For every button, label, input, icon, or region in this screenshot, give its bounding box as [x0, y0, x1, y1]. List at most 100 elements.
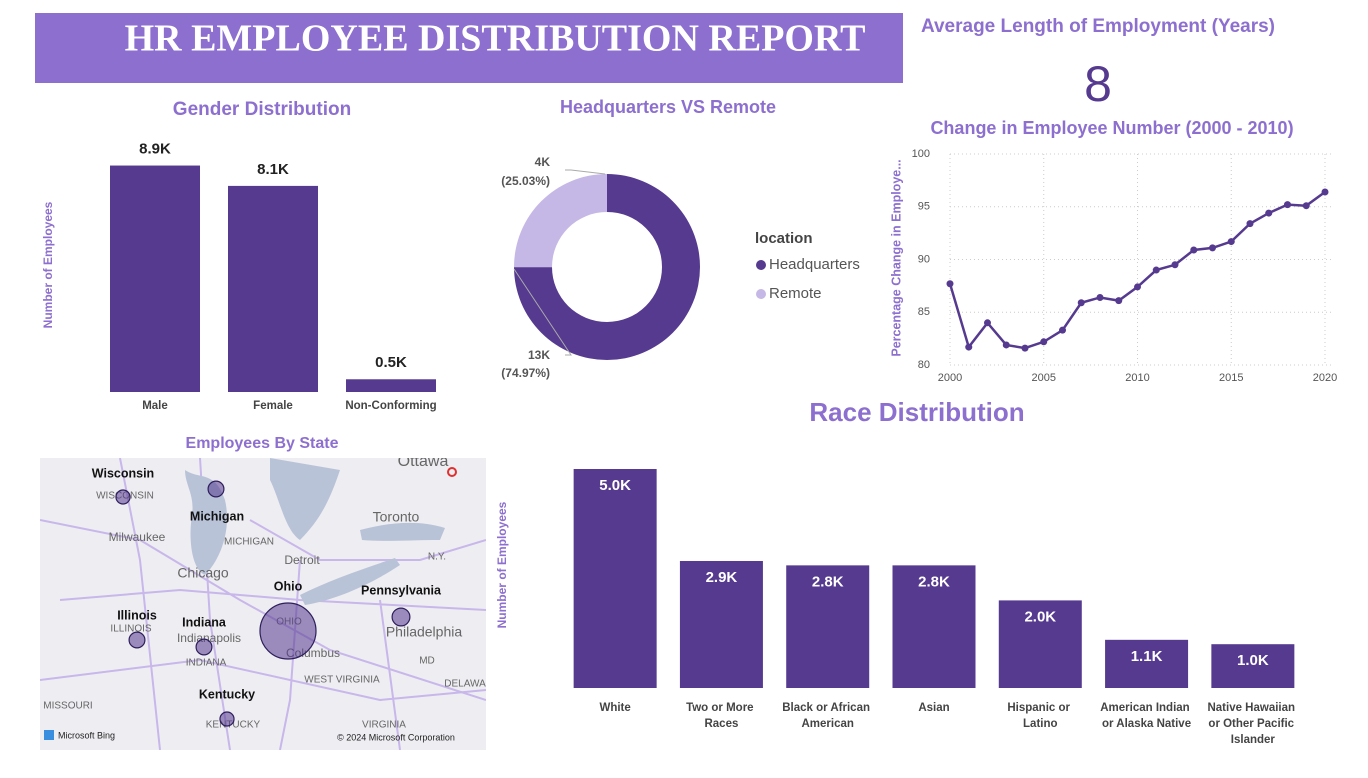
chart-title: Headquarters VS Remote — [560, 97, 776, 117]
chart-title: Gender Distribution — [173, 99, 351, 120]
title-banner — [35, 13, 903, 83]
line-marker — [1040, 338, 1048, 346]
place-label: INDIANA — [186, 658, 227, 669]
data-label: 0.5K — [375, 354, 407, 371]
bar — [1105, 639, 1189, 688]
line-marker — [1284, 201, 1291, 209]
x-tick-label: 2005 — [1032, 372, 1056, 384]
report-title: HR EMPLOYEE DISTRIBUTION REPORT — [125, 18, 866, 60]
state-bubble — [207, 480, 225, 498]
y-axis-label: Number of Employees — [495, 501, 509, 628]
place-label: VIRGINIA — [362, 720, 406, 731]
donut-slice — [514, 173, 607, 268]
place-label: Chicago — [177, 565, 229, 581]
line-marker — [1302, 202, 1310, 210]
state-bubble — [115, 489, 131, 505]
place-label: Ottawa — [398, 453, 449, 470]
line-marker — [1171, 261, 1179, 269]
attribution: Microsoft Bing — [58, 730, 115, 740]
line-marker — [1227, 238, 1235, 246]
y-tick-label: 95 — [918, 201, 930, 213]
line-marker — [1002, 341, 1010, 349]
x-tick-label: 2015 — [1219, 372, 1243, 384]
x-tick-label: Female — [253, 400, 293, 412]
bar — [998, 600, 1082, 688]
state-bubble — [391, 607, 411, 627]
bar — [573, 469, 657, 688]
data-label: 1.1K — [1131, 648, 1163, 665]
x-tick-label: White — [599, 702, 630, 714]
x-tick-label: 2020 — [1313, 372, 1337, 384]
x-tick-label: 2000 — [938, 372, 962, 384]
donut-slice — [514, 174, 700, 360]
line-marker — [1096, 293, 1104, 301]
place-label: MISSOURI — [43, 701, 92, 712]
x-tick-label: Asian — [918, 702, 949, 714]
place-label: DELAWA — [444, 679, 486, 690]
line-marker — [1246, 220, 1254, 228]
y-tick-label: 90 — [918, 253, 930, 265]
bing-logo — [44, 730, 54, 740]
line-marker — [984, 319, 991, 327]
place-label: Detroit — [284, 553, 320, 567]
line-marker — [1021, 344, 1029, 352]
kpi-title: Average Length of Employment (Years) — [921, 16, 1275, 37]
data-label: 2.8K — [918, 573, 950, 590]
state-label: Pennsylvania — [361, 583, 442, 597]
data-label: 2.8K — [812, 573, 844, 590]
line-marker — [1265, 209, 1273, 217]
place-label: Toronto — [373, 509, 420, 525]
place-label: MICHIGAN — [224, 537, 274, 548]
legend-swatch — [756, 289, 766, 299]
legend-label: Headquarters — [769, 256, 860, 273]
map-overlay: OttawaTorontoWISCONSINMilwaukeeMICHIGAND… — [43, 453, 486, 742]
state-label: Indiana — [182, 615, 227, 629]
bar — [1211, 644, 1295, 688]
bar — [786, 565, 870, 688]
y-axis-label: Percentage Change in Employe... — [889, 159, 903, 356]
line-marker — [1209, 244, 1216, 252]
line-marker — [946, 280, 954, 288]
bar — [892, 565, 976, 688]
place-label: WEST VIRGINIA — [304, 675, 380, 686]
count-label: 4K — [535, 155, 551, 169]
state-label: Illinois — [117, 608, 157, 622]
place-label: Indianapolis — [177, 631, 241, 645]
bar — [228, 185, 318, 392]
x-tick-label: American Indian or Alaska Native — [1100, 702, 1193, 730]
line-marker — [965, 343, 973, 351]
leader-line — [513, 268, 572, 356]
legend-title: location — [755, 230, 813, 247]
x-tick-label: Male — [142, 400, 168, 412]
state-bubble — [195, 638, 213, 656]
x-tick-label: Hispanic or Latino — [1007, 702, 1073, 730]
x-tick-label: 2010 — [1125, 372, 1149, 384]
state-label: Ohio — [274, 579, 303, 593]
state-bubble — [219, 711, 235, 727]
line-marker — [1321, 188, 1329, 196]
place-label: N.Y. — [428, 552, 446, 563]
chart-title: Employees By State — [186, 435, 339, 452]
line-marker — [1115, 297, 1123, 305]
y-axis-label: Number of Employees — [41, 201, 55, 328]
bar — [110, 165, 200, 392]
legend-label: Remote — [769, 285, 822, 302]
state-label: Kentucky — [199, 687, 255, 701]
bar — [679, 560, 763, 688]
y-tick-label: 100 — [912, 148, 930, 160]
place-label: KENTUCKY — [206, 720, 261, 731]
place-label: Philadelphia — [386, 624, 462, 640]
kpi-value: 8 — [1084, 56, 1112, 112]
x-tick-label: Non-Conforming — [345, 400, 436, 412]
x-tick-label: Native Hawaiian or Other Pacific Islande… — [1207, 702, 1298, 746]
data-label: 1.0K — [1237, 652, 1269, 669]
count-label: 13K — [528, 348, 550, 362]
x-tick-label: Two or More Races — [686, 702, 757, 730]
state-bubble — [259, 602, 317, 660]
line-marker — [1152, 266, 1160, 274]
percent-label: (25.03%) — [501, 174, 550, 188]
attribution: © 2024 Microsoft Corporation — [337, 732, 455, 742]
place-label: ILLINOIS — [110, 624, 151, 635]
line-marker — [1077, 299, 1085, 307]
